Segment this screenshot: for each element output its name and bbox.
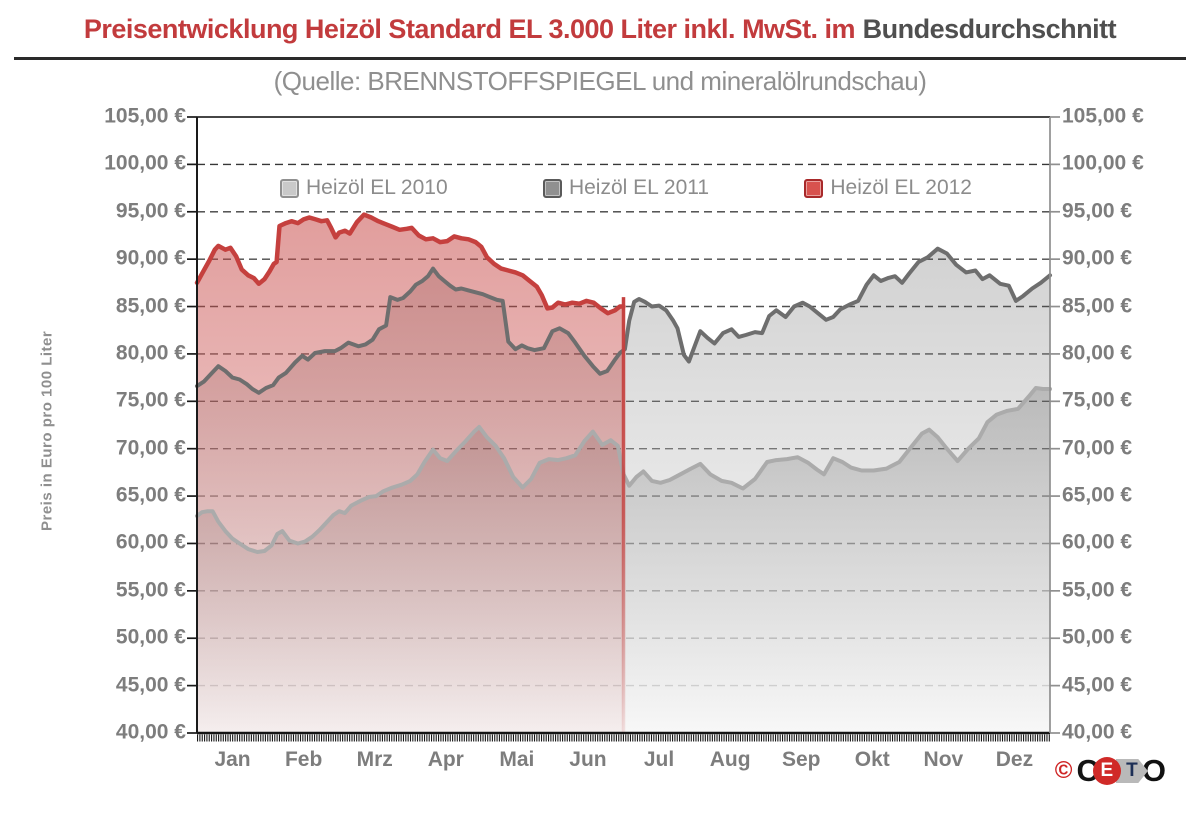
legend-label: Heizöl EL 2012 (830, 176, 972, 199)
y-tick-label-left: 70,00 € (115, 436, 186, 460)
copyright-icon: © (1054, 757, 1073, 784)
x-tick-label-mrz: Mrz (356, 748, 393, 771)
series-2012-area (197, 214, 624, 734)
legend-item-2012: Heizöl EL 2012 (804, 176, 972, 200)
legend-label: Heizöl EL 2010 (306, 176, 448, 199)
y-tick-label-left: 80,00 € (115, 341, 186, 365)
y-tick-label-right: 95,00 € (1062, 199, 1133, 223)
page-title-red-part: Preisentwicklung Heizöl Standard EL 3.00… (83, 14, 856, 44)
x-tick-label-jun: Jun (569, 748, 607, 771)
series-2011-line (195, 246, 1052, 395)
y-tick-label-left: 65,00 € (115, 483, 186, 507)
legend-item-2011: Heizöl EL 2011 (542, 176, 710, 200)
y-tick-label-right: 55,00 € (1062, 578, 1133, 602)
legend-item-2010: Heizöl EL 2010 (280, 176, 448, 200)
y-tick-label-left: 95,00 € (115, 199, 186, 223)
legend-swatch-icon (804, 178, 824, 198)
y-tick-label-right: 65,00 € (1062, 483, 1133, 507)
x-tick-label-dez: Dez (995, 748, 1034, 771)
y-tick-label-left: 90,00 € (115, 246, 186, 270)
series-2010-line (195, 386, 1052, 554)
ceto-logo: © C E T O (1055, 753, 1166, 789)
y-tick-label-right: 70,00 € (1062, 436, 1133, 460)
x-tick-label-sep: Sep (781, 748, 821, 771)
legend-swatch-icon (542, 178, 562, 198)
title-divider (14, 57, 1186, 60)
page-title: Preisentwicklung Heizöl Standard EL 3.00… (0, 14, 1200, 45)
y-tick-label-right: 85,00 € (1062, 294, 1133, 318)
x-tick-label-apr: Apr (427, 748, 464, 771)
x-tick-label-aug: Aug (709, 748, 751, 771)
y-tick-label-right: 45,00 € (1062, 673, 1133, 697)
y-tick-label-left: 85,00 € (115, 294, 186, 318)
y-tick-label-left: 60,00 € (115, 530, 186, 554)
x-tick-label-feb: Feb (284, 748, 323, 771)
legend-swatch-icon (280, 178, 299, 198)
axis-ticks (187, 116, 1060, 734)
y-tick-label-right: 80,00 € (1062, 341, 1133, 365)
legend-label: Heizöl EL 2011 (568, 176, 710, 199)
y-tick-label-right: 90,00 € (1062, 246, 1133, 270)
y-tick-label-left: 40,00 € (115, 720, 186, 744)
y-tick-label-right: 75,00 € (1062, 388, 1133, 412)
y-tick-label-right: 40,00 € (1062, 720, 1133, 744)
ceto-logo-letter-c: C (1076, 753, 1098, 788)
y-tick-label-left: 50,00 € (115, 625, 186, 649)
page-title-dark-part: Bundesdurchschnitt (862, 14, 1117, 44)
chart-subtitle-source: (Quelle: BRENNSTOFFSPIEGEL und mineralöl… (273, 66, 927, 96)
x-tick-label-okt: Okt (854, 748, 890, 771)
x-tick-label-mai: Mai (499, 748, 535, 771)
x-tick-label-jul: Jul (643, 748, 675, 771)
y-tick-label-right: 50,00 € (1062, 625, 1133, 649)
y-tick-label-left: 105,00 € (104, 104, 186, 128)
y-tick-label-left: 55,00 € (115, 578, 186, 602)
x-tick-label-jan: Jan (214, 748, 251, 771)
y-tick-label-left: 100,00 € (104, 151, 186, 175)
x-tick-label-nov: Nov (923, 748, 964, 771)
y-tick-label-right: 60,00 € (1062, 530, 1133, 554)
y-tick-label-right: 105,00 € (1062, 104, 1144, 128)
y-tick-label-left: 45,00 € (115, 673, 186, 697)
price-chart-plot (187, 116, 1060, 742)
y-tick-label-right: 100,00 € (1062, 151, 1144, 175)
ceto-logo-letter-e: E (1092, 757, 1121, 785)
series-2012-line (194, 212, 626, 316)
y-tick-label-left: 75,00 € (115, 388, 186, 412)
chart-legend: Heizöl EL 2010 Heizöl EL 2011 Heizöl EL 20… (280, 174, 972, 202)
